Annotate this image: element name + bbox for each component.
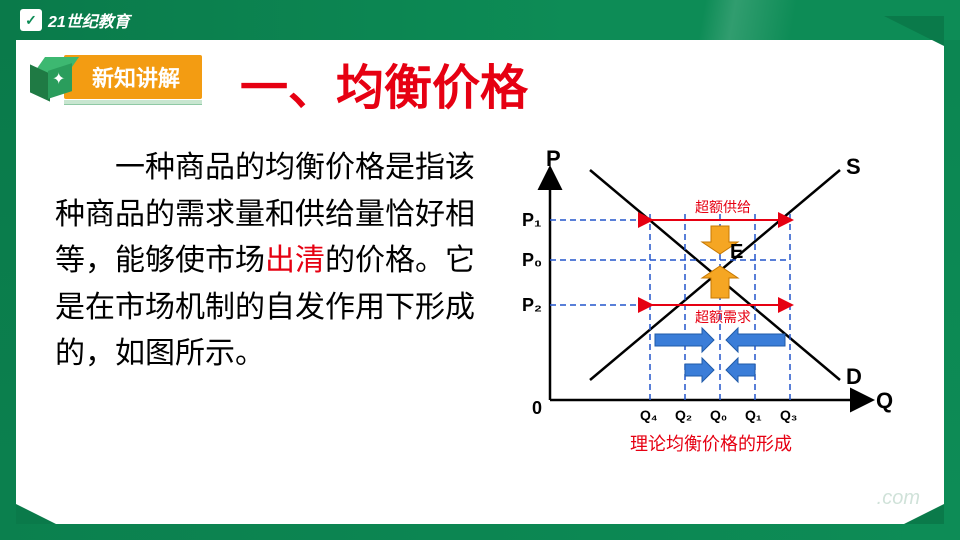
svg-text:E: E bbox=[730, 241, 743, 263]
svg-text:D: D bbox=[846, 364, 862, 389]
page-title: 一、均衡价格 bbox=[240, 48, 528, 118]
header-bar: ✓ 21世纪教育 bbox=[0, 0, 960, 40]
svg-text:Q₀: Q₀ bbox=[710, 407, 727, 423]
logo-icon: ✓ bbox=[20, 9, 42, 31]
svg-text:超额需求: 超额需求 bbox=[695, 309, 751, 325]
svg-text:Q₂: Q₂ bbox=[675, 407, 692, 423]
section-badge: ✦ 新知讲解 bbox=[28, 55, 202, 99]
svg-text:0: 0 bbox=[532, 398, 542, 418]
svg-text:P₀: P₀ bbox=[522, 250, 542, 270]
badge-label: 新知讲解 bbox=[64, 55, 202, 99]
svg-text:Q: Q bbox=[876, 388, 893, 413]
svg-text:Q₃: Q₃ bbox=[780, 407, 797, 423]
svg-text:P₁: P₁ bbox=[522, 210, 541, 230]
svg-text:超额供给: 超额供给 bbox=[695, 199, 751, 215]
corner-decoration bbox=[16, 504, 56, 524]
svg-text:理论均衡价格的形成: 理论均衡价格的形成 bbox=[630, 434, 792, 454]
watermark: .com bbox=[877, 487, 920, 510]
svg-text:Q₁: Q₁ bbox=[745, 407, 762, 423]
text-highlight: 出清 bbox=[265, 244, 325, 277]
logo-text: 21世纪教育 bbox=[48, 8, 130, 32]
svg-text:P: P bbox=[546, 146, 561, 171]
body-text: 一种商品的均衡价格是指该种商品的需求量和供给量恰好相等，能够使市场出清的价格。它… bbox=[55, 145, 485, 378]
corner-decoration bbox=[884, 16, 944, 46]
svg-text:P₂: P₂ bbox=[522, 295, 542, 315]
equilibrium-chart: 0PQSDP₁P₀P₂Q₄Q₂Q₀Q₁Q₃超额供给超额需求E理论均衡价格的形成 bbox=[510, 150, 910, 470]
svg-text:Q₄: Q₄ bbox=[640, 407, 658, 423]
cube-icon: ✦ bbox=[28, 55, 72, 99]
svg-text:S: S bbox=[846, 154, 861, 179]
